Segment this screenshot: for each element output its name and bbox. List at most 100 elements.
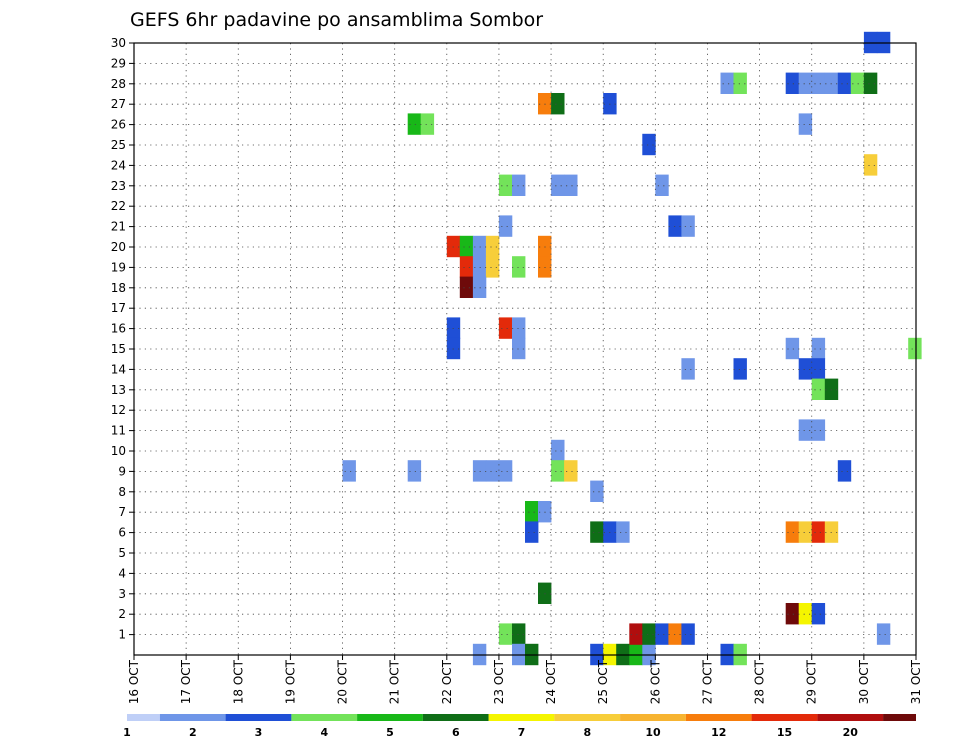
colorbar-segment	[620, 714, 686, 721]
precip-cell	[551, 174, 565, 196]
precip-cell	[342, 460, 356, 482]
precip-cell	[811, 378, 826, 400]
colorbar-segment	[488, 714, 555, 721]
precip-cell	[798, 358, 813, 380]
x-tick-label: 21 OCT	[388, 659, 402, 704]
precip-cell	[798, 603, 813, 625]
y-tick-label: 6	[118, 526, 126, 540]
colorbar-label: 5	[386, 726, 394, 739]
precip-cell	[811, 72, 826, 94]
colorbar-label: 12	[711, 726, 726, 739]
precip-cell	[811, 358, 826, 380]
precip-cell	[551, 93, 565, 115]
precip-cell	[590, 480, 604, 502]
y-tick-label: 29	[111, 56, 126, 70]
colorbar-segment	[554, 714, 621, 721]
precip-cell	[908, 337, 922, 360]
x-tick-label: 18 OCT	[231, 659, 245, 704]
x-tick-label: 25 OCT	[596, 659, 610, 704]
precip-cell	[850, 72, 865, 94]
precip-cell	[681, 358, 695, 380]
colorbar-label: 10	[645, 726, 661, 739]
precip-cell	[485, 235, 500, 258]
precip-cell	[642, 133, 656, 156]
y-tick-label: 8	[118, 485, 126, 499]
precip-cell	[681, 623, 695, 645]
colorbar-label: 3	[255, 726, 263, 739]
y-tick-label: 4	[118, 566, 126, 580]
colorbar-segment	[817, 714, 884, 721]
precip-cell	[564, 174, 578, 196]
precip-cell	[720, 72, 734, 94]
y-tick-label: 28	[111, 77, 126, 91]
y-tick-label: 20	[111, 240, 126, 254]
x-tick-label: 24 OCT	[544, 659, 558, 704]
precip-cell	[485, 256, 500, 278]
precip-cell	[824, 378, 839, 400]
precip-cell	[498, 460, 513, 482]
precip-cell	[811, 521, 826, 543]
precip-cell	[785, 603, 800, 625]
precip-cell	[498, 623, 513, 645]
precip-cell	[863, 72, 878, 94]
precip-cell	[837, 72, 852, 94]
y-tick-label: 19	[111, 260, 126, 274]
precip-cell	[538, 501, 552, 523]
colorbar-segment	[159, 714, 226, 721]
precip-cell	[655, 623, 669, 645]
precip-cell	[538, 582, 552, 604]
precip-cell	[459, 235, 474, 258]
precip-cell	[538, 256, 552, 278]
y-tick-label: 3	[118, 587, 126, 601]
precip-cell	[551, 460, 565, 482]
precip-cell	[538, 235, 552, 258]
precip-cell	[472, 235, 487, 258]
colorbar-label: 20	[843, 726, 859, 739]
precip-cell	[525, 501, 539, 523]
precip-cell	[811, 419, 826, 441]
precip-cell	[472, 276, 487, 298]
y-tick-label: 5	[118, 546, 126, 560]
precip-cell	[512, 256, 526, 278]
precip-cell	[446, 235, 461, 258]
precip-cell	[459, 276, 474, 298]
precip-cell	[603, 521, 617, 543]
y-tick-label: 7	[118, 505, 126, 519]
precip-cell	[681, 215, 695, 237]
colorbar-label: 8	[583, 726, 591, 739]
precip-cell	[603, 93, 617, 115]
precip-cell	[824, 521, 839, 543]
colorbar-label: 2	[189, 726, 197, 739]
x-tick-label: 29 OCT	[805, 659, 819, 704]
y-tick-label: 10	[111, 444, 126, 458]
precip-cell	[472, 460, 487, 482]
colorbar-segment	[225, 714, 292, 721]
precip-cell	[498, 317, 513, 339]
x-tick-label: 20 OCT	[336, 659, 350, 704]
precip-cells	[342, 31, 922, 666]
y-tick-label: 18	[111, 281, 126, 295]
precip-cell	[498, 215, 513, 237]
x-tick-label: 19 OCT	[283, 659, 297, 704]
precip-cell	[798, 72, 813, 94]
precip-cell	[876, 623, 891, 645]
colorbar-label: 4	[320, 726, 328, 739]
x-tick-label: 17 OCT	[179, 659, 193, 704]
precip-cell	[459, 256, 474, 278]
precip-cell	[733, 72, 747, 94]
precip-cell	[798, 113, 813, 135]
precip-cell	[446, 337, 461, 360]
y-tick-label: 23	[111, 179, 126, 193]
precip-cell	[811, 337, 826, 360]
precip-cell	[668, 215, 682, 237]
precip-cell	[512, 174, 526, 196]
precip-cell	[616, 521, 630, 543]
precip-cell	[564, 460, 578, 482]
x-tick-label: 23 OCT	[492, 659, 506, 704]
y-tick-label: 9	[118, 464, 126, 478]
precip-cell	[837, 460, 852, 482]
x-tick-label: 16 OCT	[127, 659, 141, 704]
colorbar-segment	[883, 714, 916, 721]
y-tick-label: 12	[111, 403, 126, 417]
colorbar-segment	[127, 714, 160, 721]
